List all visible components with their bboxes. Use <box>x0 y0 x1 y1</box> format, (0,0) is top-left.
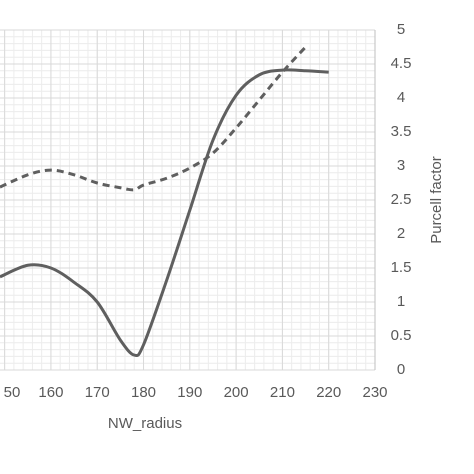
y-tick-label: 2.5 <box>391 191 412 208</box>
x-tick-label: 230 <box>362 384 387 401</box>
y-axis-label: Purcell factor <box>428 156 445 244</box>
x-tick-label: 200 <box>224 384 249 401</box>
y-tick-label: 0 <box>397 361 405 378</box>
x-tick-label: 220 <box>316 384 341 401</box>
y-tick-label: 0.5 <box>391 327 412 344</box>
line <box>0 45 307 192</box>
x-tick-label: 160 <box>38 384 63 401</box>
x-tick-label: 50 <box>4 384 21 401</box>
x-tick-label: 170 <box>85 384 110 401</box>
x-axis-label: NW_radius <box>108 415 182 432</box>
line <box>0 68 329 358</box>
grid <box>0 29 376 371</box>
x-tick-label: 210 <box>270 384 295 401</box>
x-tick-label: 190 <box>177 384 202 401</box>
y-tick-label: 2 <box>397 225 405 242</box>
y-tick-label: 4.5 <box>391 55 412 72</box>
y-tick-label: 4 <box>397 89 405 106</box>
x-tick-label: 180 <box>131 384 156 401</box>
y-tick-label: 3.5 <box>391 123 412 140</box>
y-tick-label: 1 <box>397 293 405 310</box>
y-tick-label: 1.5 <box>391 259 412 276</box>
y-tick-label: 3 <box>397 157 405 174</box>
y-tick-label: 5 <box>397 21 405 38</box>
